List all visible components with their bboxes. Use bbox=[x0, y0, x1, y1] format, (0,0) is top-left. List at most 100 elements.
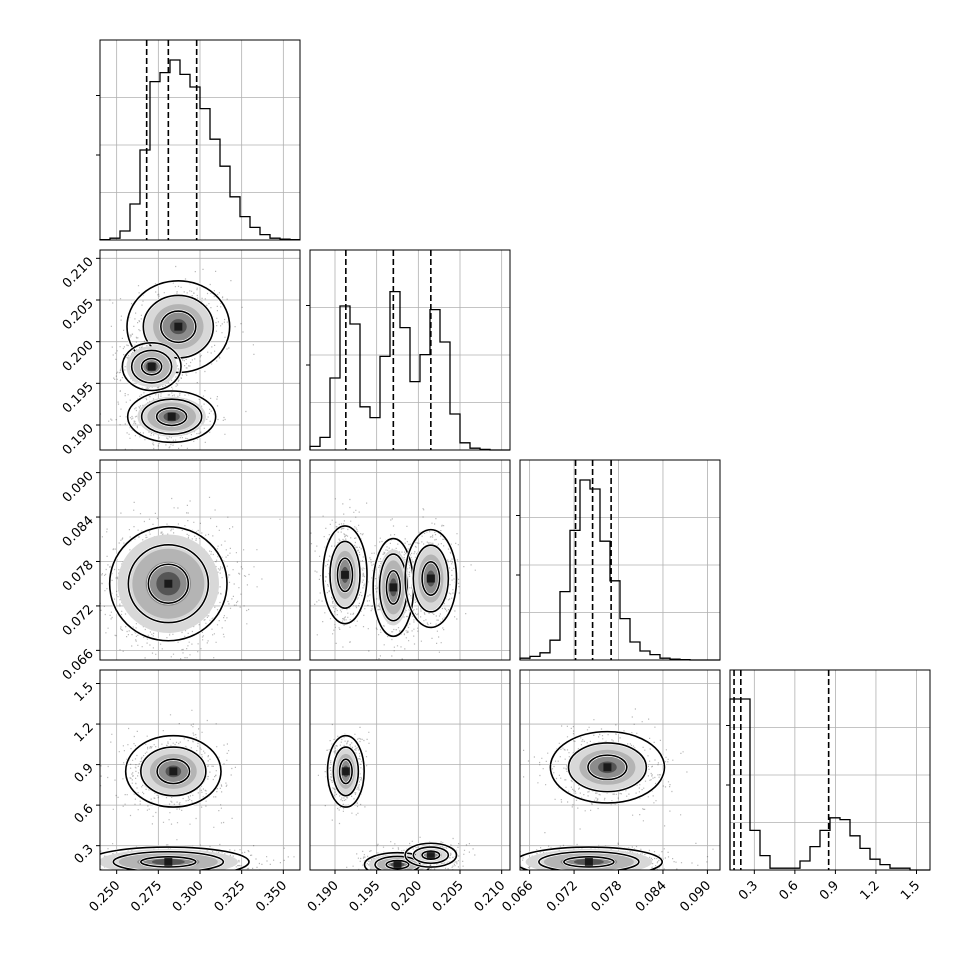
x-tick-label: 0.072 bbox=[544, 878, 581, 915]
contour-line bbox=[124, 734, 222, 808]
y-tick-label: 1.5 bbox=[72, 680, 97, 705]
panel-frame bbox=[519, 669, 721, 871]
y-tick-label: 0.084 bbox=[60, 513, 97, 550]
x-tick-label: 0.6 bbox=[776, 878, 801, 903]
density-peak bbox=[341, 570, 349, 579]
contour-line bbox=[385, 569, 402, 605]
density-peak bbox=[164, 857, 173, 866]
histogram-panel-0 bbox=[96, 39, 301, 241]
contour-line bbox=[130, 349, 173, 384]
contour-line bbox=[336, 557, 354, 593]
x-tick-label: 0.078 bbox=[588, 878, 625, 915]
scatter-points bbox=[100, 709, 295, 870]
contour-line bbox=[147, 563, 190, 604]
x-tick-label: 0.275 bbox=[128, 878, 165, 915]
contour-line bbox=[412, 544, 450, 613]
x-tick-label: 1.2 bbox=[858, 878, 883, 903]
scatter-panel-1-3 bbox=[309, 669, 511, 871]
histogram-0 bbox=[99, 59, 300, 241]
y-tick-label: 0.072 bbox=[60, 602, 97, 639]
contour-line bbox=[121, 342, 182, 392]
x-tick-label: 0.210 bbox=[472, 878, 509, 915]
density-peak bbox=[603, 763, 612, 772]
density-peak bbox=[167, 412, 176, 421]
density-peak bbox=[393, 860, 402, 869]
y-tick-label: 0.078 bbox=[60, 558, 97, 595]
scatter-panel-0-1 bbox=[99, 249, 301, 451]
contour-line bbox=[140, 398, 203, 435]
contour-line bbox=[126, 280, 231, 374]
contour-line bbox=[126, 390, 217, 444]
density-peak bbox=[426, 574, 435, 583]
contour-line bbox=[156, 758, 191, 785]
histogram-2 bbox=[519, 479, 720, 661]
contour-line bbox=[563, 856, 615, 868]
contour-line bbox=[140, 357, 163, 376]
x-tick-label: 0.066 bbox=[500, 878, 537, 915]
density-peak bbox=[164, 579, 173, 588]
panel-frame bbox=[309, 249, 511, 451]
contour-line bbox=[421, 561, 441, 596]
x-tick-label: 0.250 bbox=[87, 878, 124, 915]
x-tick-label: 0.9 bbox=[817, 878, 842, 903]
histogram-panel-1 bbox=[306, 249, 511, 451]
panel-frame bbox=[729, 669, 931, 871]
contour-line bbox=[112, 850, 225, 870]
x-tick-label: 0.325 bbox=[212, 878, 249, 915]
y-tick-label: 0.205 bbox=[60, 296, 97, 333]
x-tick-label: 0.190 bbox=[305, 878, 342, 915]
panel-frame bbox=[99, 249, 301, 451]
panel-frame bbox=[99, 459, 301, 661]
density-peak bbox=[426, 851, 435, 860]
histogram-panel-2 bbox=[516, 459, 721, 661]
y-tick-label: 0.9 bbox=[72, 761, 97, 786]
contour-line bbox=[332, 746, 360, 797]
contour-line bbox=[100, 846, 250, 870]
histogram-3 bbox=[729, 698, 930, 871]
density-peak bbox=[147, 362, 156, 371]
x-tick-label: 0.350 bbox=[253, 878, 290, 915]
x-tick-label: 0.3 bbox=[736, 878, 761, 903]
contour-line bbox=[140, 746, 207, 797]
contour-line bbox=[160, 310, 197, 344]
contour-line bbox=[140, 856, 197, 868]
density-peak bbox=[174, 322, 183, 331]
density-peak bbox=[169, 767, 178, 776]
x-tick-label: 0.195 bbox=[347, 878, 384, 915]
contour-line bbox=[412, 846, 450, 865]
scatter-panel-2-3 bbox=[519, 669, 721, 871]
contour-line bbox=[326, 734, 365, 808]
density-peak bbox=[389, 583, 398, 592]
contour-line bbox=[338, 758, 353, 785]
contour-line bbox=[404, 528, 458, 629]
density-peak bbox=[341, 767, 350, 776]
contour-line bbox=[404, 842, 458, 868]
scatter-panel-1-2 bbox=[309, 459, 511, 661]
y-tick-label: 0.210 bbox=[60, 255, 97, 292]
histogram-panel-3 bbox=[726, 669, 931, 871]
y-tick-label: 0.6 bbox=[72, 801, 97, 826]
y-tick-label: 0.190 bbox=[60, 421, 97, 458]
contour-line bbox=[421, 850, 441, 860]
contour-line bbox=[549, 730, 666, 804]
histogram-1 bbox=[309, 290, 510, 451]
y-tick-label: 0.200 bbox=[60, 338, 97, 375]
contour-line bbox=[385, 859, 410, 870]
y-tick-label: 0.066 bbox=[60, 647, 97, 684]
contour-line bbox=[127, 544, 210, 624]
panel-frame bbox=[309, 669, 511, 871]
density-peak bbox=[584, 857, 593, 866]
x-tick-label: 1.5 bbox=[898, 878, 923, 903]
x-tick-label: 0.200 bbox=[388, 878, 425, 915]
scatter-panel-0-2 bbox=[99, 459, 301, 661]
x-tick-label: 0.090 bbox=[677, 878, 714, 915]
contour-line bbox=[108, 525, 228, 642]
contour-line bbox=[378, 553, 408, 622]
panel-frame bbox=[99, 39, 301, 241]
x-tick-label: 0.205 bbox=[430, 878, 467, 915]
contour-line bbox=[587, 754, 628, 781]
y-tick-label: 0.090 bbox=[60, 469, 97, 506]
contour-line bbox=[322, 525, 368, 625]
contour-line bbox=[538, 850, 640, 870]
